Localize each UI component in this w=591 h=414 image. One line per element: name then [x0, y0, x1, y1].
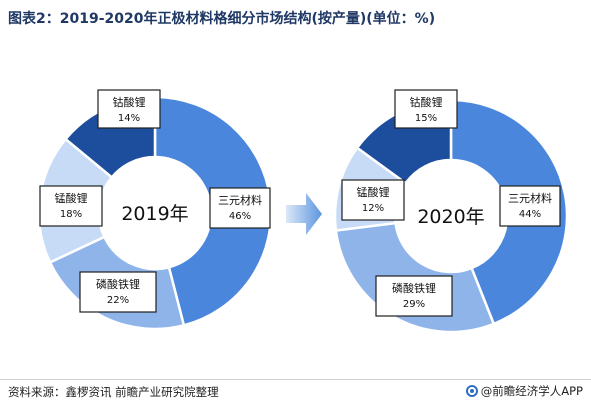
donut-2020: 2020年 三元材料 44% 磷酸铁锂 29% 锰酸锂 12% 钴酸锂 15%: [333, 89, 569, 334]
chart-title: 图表2：2019-2020年正极材料格细分市场结构(按产量)(单位：%): [8, 11, 436, 27]
label-box-lfp: [79, 271, 157, 313]
slice-value-label: 46%: [229, 211, 251, 222]
label-box-ncm: [209, 187, 271, 229]
source-note: 资料来源：鑫椤资讯 前瞻产业研究院整理: [8, 385, 219, 399]
brand-text: @前瞻经济学人APP: [480, 384, 583, 398]
slice-value-label: 29%: [403, 299, 425, 310]
slice-name-label: 钴酸锂: [410, 95, 443, 109]
label-box-lmo: [341, 179, 405, 221]
label-box-lfp: [375, 275, 453, 317]
donut-2019: 2019年 三元材料 46% 磷酸铁锂 22% 锰酸锂 18% 钴酸锂 14%: [37, 89, 273, 331]
slice-value-label: 44%: [519, 209, 541, 220]
slice-value-label: 15%: [415, 113, 437, 124]
label-box-lco: [97, 89, 161, 129]
slice-value-label: 22%: [107, 295, 129, 306]
slice-name-label: 钴酸锂: [113, 95, 146, 109]
footer-divider: [0, 379, 591, 380]
label-box-ncm: [499, 185, 561, 227]
slice-value-label: 14%: [118, 113, 140, 124]
arrow-right-icon: [286, 193, 322, 235]
center-year-label: 2019年: [121, 203, 188, 225]
slice-name-label: 锰酸锂: [55, 191, 88, 205]
brand-logo-icon: [465, 385, 478, 397]
slice-name-label: 三元材料: [508, 191, 552, 205]
center-year-label: 2020年: [417, 206, 484, 228]
slice-name-label: 锰酸锂: [357, 185, 390, 199]
slice-name-label: 磷酸铁锂: [96, 277, 140, 291]
label-box-lco: [394, 89, 458, 129]
slice-name-label: 磷酸铁锂: [392, 281, 436, 295]
slice-value-label: 12%: [362, 203, 384, 214]
brand-mark: @前瞻经济学人APP: [465, 383, 583, 399]
slice-name-label: 三元材料: [218, 193, 262, 207]
slice-value-label: 18%: [60, 209, 82, 220]
label-box-lmo: [39, 185, 103, 227]
